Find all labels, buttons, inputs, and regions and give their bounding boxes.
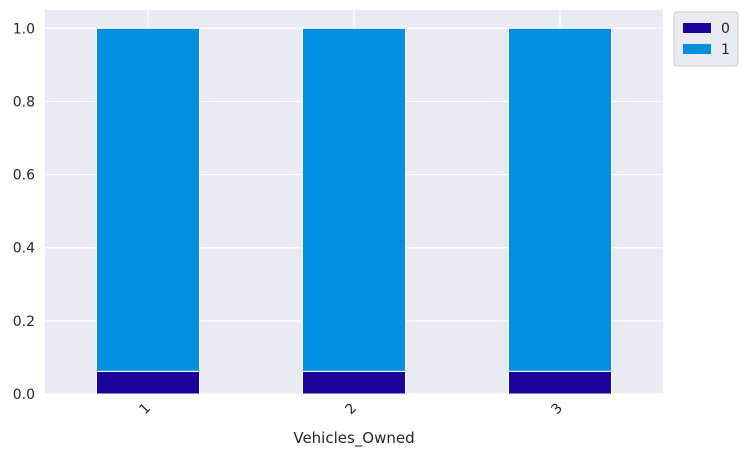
- x-axis-ticks: 1 2 3: [136, 400, 566, 418]
- bar-segment-series-0-cat-1: [96, 370, 200, 395]
- bar-segment-series-1-cat-3: [508, 27, 612, 372]
- y-tick-label: 0.0: [13, 387, 35, 403]
- bar-segment-series-1-cat-1: [96, 27, 200, 372]
- x-axis-label: Vehicles_Owned: [293, 429, 414, 448]
- bars: [96, 27, 612, 395]
- legend-swatch: [683, 23, 711, 33]
- y-tick-label: 0.8: [13, 94, 35, 110]
- legend: 01: [673, 11, 739, 67]
- legend-swatch: [683, 44, 711, 54]
- bar-segment-series-0-cat-3: [508, 370, 612, 395]
- bar-segment-series-0-cat-2: [302, 370, 406, 395]
- y-axis-ticks: 0.0 0.2 0.4 0.6 0.8 1.0: [13, 21, 35, 403]
- bar-segment-series-1-cat-2: [302, 27, 406, 372]
- y-tick-label: 1.0: [13, 21, 35, 37]
- x-tick-label: 1: [136, 400, 154, 418]
- legend-label: 1: [721, 42, 730, 58]
- x-tick-label: 3: [548, 400, 566, 418]
- y-tick-label: 0.2: [13, 314, 35, 330]
- y-tick-label: 0.6: [13, 168, 35, 184]
- y-tick-label: 0.4: [13, 241, 35, 257]
- x-tick-label: 2: [342, 400, 360, 418]
- legend-label: 0: [721, 21, 730, 37]
